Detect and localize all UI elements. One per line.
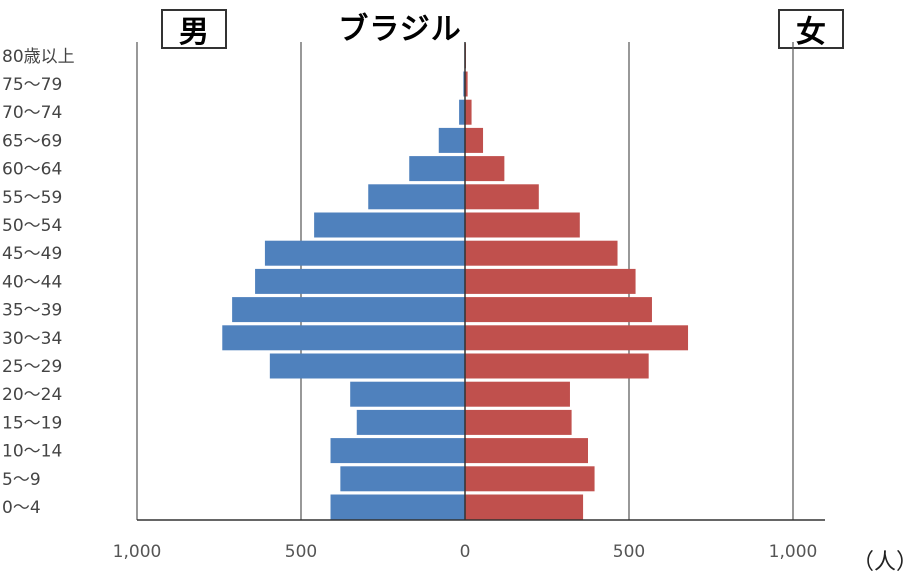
- age-label: 35～39: [2, 301, 62, 321]
- bar-male: [264, 240, 465, 266]
- bar-female: [465, 466, 595, 492]
- age-label: 45～49: [2, 244, 62, 264]
- bar-male: [330, 438, 465, 464]
- male-label: 男: [161, 9, 227, 50]
- bar-female: [465, 409, 572, 435]
- bar-female: [465, 325, 689, 351]
- x-tick-label: 1,000: [769, 542, 818, 562]
- age-label: 10～14: [2, 442, 62, 462]
- bar-male: [368, 184, 465, 210]
- bar-male: [409, 156, 465, 182]
- x-tick-label: 500: [285, 542, 317, 562]
- age-label: 55～59: [2, 188, 62, 208]
- chart-title: ブラジル: [338, 12, 462, 47]
- bar-female: [465, 184, 539, 210]
- age-label: 80歳以上: [2, 47, 75, 67]
- female-label: 女: [778, 9, 844, 50]
- age-label: 40～44: [2, 272, 62, 292]
- bar-male: [350, 381, 465, 407]
- age-label: 30～34: [2, 329, 62, 349]
- bar-female: [465, 71, 468, 97]
- x-tick-label: 0: [460, 542, 471, 562]
- age-label: 65～69: [2, 131, 62, 151]
- bar-female: [465, 156, 505, 182]
- bar-male: [314, 212, 465, 238]
- age-label: 50～54: [2, 216, 62, 236]
- bar-male: [340, 466, 465, 492]
- bar-female: [465, 353, 649, 379]
- bar-male: [232, 297, 465, 323]
- age-label: 75～79: [2, 75, 62, 95]
- bar-female: [465, 99, 472, 125]
- bar-male: [222, 325, 465, 351]
- unit-label: （人）: [852, 550, 916, 575]
- bar-female: [465, 268, 636, 294]
- age-label: 0～4: [2, 498, 41, 518]
- bar-female: [465, 240, 618, 266]
- x-tick-label: 500: [613, 542, 645, 562]
- age-label: 70～74: [2, 103, 62, 123]
- bar-female: [465, 297, 652, 323]
- bar-male: [463, 71, 465, 97]
- bar-male: [269, 353, 465, 379]
- x-tick-label: 1,000: [113, 542, 162, 562]
- bar-male: [438, 127, 465, 153]
- age-label: 5～9: [2, 470, 41, 490]
- bar-male: [330, 494, 465, 520]
- bar-female: [465, 381, 570, 407]
- age-label: 60～64: [2, 160, 62, 180]
- bar-female: [465, 494, 584, 520]
- bar-female: [465, 438, 588, 464]
- age-label: 20～24: [2, 385, 62, 405]
- bar-male: [255, 268, 465, 294]
- age-label: 15～19: [2, 413, 62, 433]
- bar-female: [465, 127, 484, 153]
- bar-male: [356, 409, 465, 435]
- age-label: 25～29: [2, 357, 62, 377]
- bar-male: [459, 99, 465, 125]
- bar-female: [465, 212, 580, 238]
